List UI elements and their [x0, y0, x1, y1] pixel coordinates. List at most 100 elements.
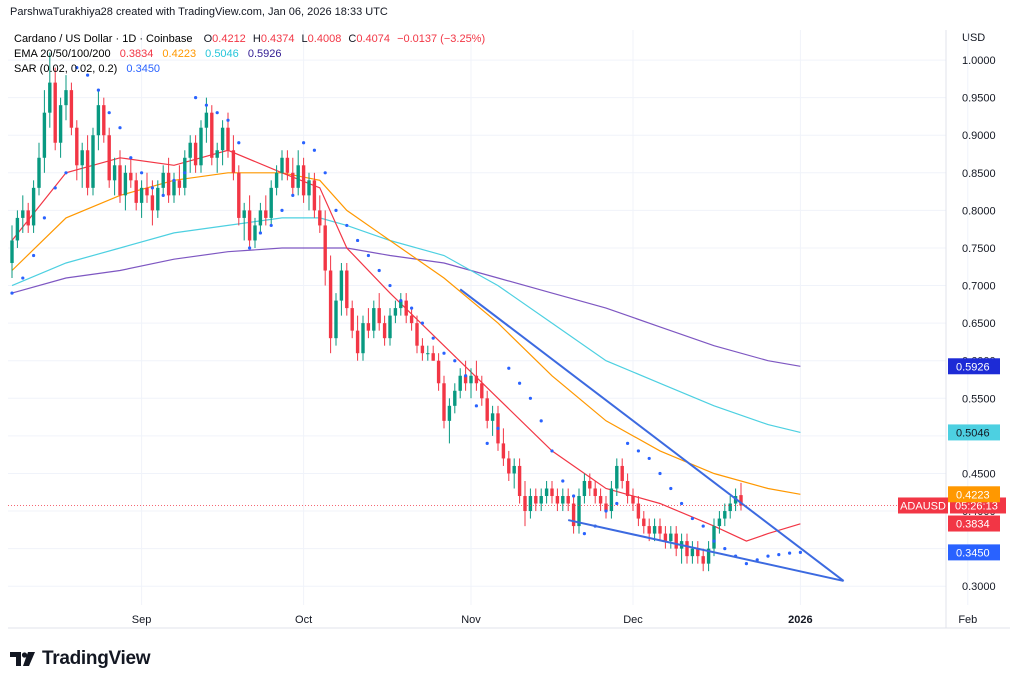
- sar-dot: [420, 321, 424, 325]
- candle-body: [237, 172, 241, 218]
- candle-body: [242, 210, 246, 218]
- price-tick-label: 0.3000: [962, 581, 996, 593]
- sar-dot: [356, 238, 360, 243]
- sar-dot: [496, 426, 500, 430]
- candle-body: [274, 172, 279, 188]
- legend-symbol-line: Cardano / US Dollar · 1D · Coinbase O0.4…: [14, 33, 485, 45]
- candle-body: [431, 353, 435, 361]
- candle-body: [91, 135, 95, 188]
- candle-body: [690, 548, 695, 557]
- legend-ohlc-open-key: O: [204, 33, 213, 45]
- sar-dot: [215, 111, 219, 115]
- price-tick-label: 0.6500: [962, 318, 996, 330]
- candle-body: [399, 300, 403, 309]
- sar-dot: [431, 336, 435, 340]
- sar-dot: [248, 246, 252, 250]
- candle-body: [112, 165, 117, 181]
- candle-body: [258, 210, 263, 226]
- sar-dot: [345, 223, 349, 228]
- sar-dot: [561, 479, 565, 483]
- legend-ohlc-low-key: L: [302, 33, 308, 45]
- candle-body: [523, 496, 527, 512]
- candle-body: [58, 105, 63, 143]
- brand-name: TradingView: [42, 648, 151, 669]
- candle-body: [118, 165, 122, 196]
- candle-body: [69, 90, 74, 128]
- sar-dot: [701, 524, 705, 528]
- candle-body: [210, 112, 214, 158]
- candle-body: [372, 308, 376, 331]
- candle-body: [588, 480, 592, 489]
- sar-dot: [528, 396, 533, 400]
- candle-body: [156, 187, 160, 211]
- legend-ohlc-high: 0.4374: [261, 33, 295, 45]
- sar-dot: [10, 291, 14, 295]
- candle-body: [561, 496, 565, 504]
- price-axis[interactable]: 1.0000 0.9500 0.9000 0.8500 0.8000 0.7500 0.70…: [945, 30, 996, 628]
- sar-layer: [10, 65, 803, 566]
- candle-body: [334, 300, 338, 339]
- legend-ohlc-low: 0.4008: [308, 33, 342, 45]
- sar-dot: [788, 551, 792, 555]
- time-tick-label: Dec: [623, 614, 643, 626]
- sar-dot: [172, 178, 176, 182]
- price-tag-bg: [948, 358, 1000, 375]
- candle-body: [188, 142, 192, 158]
- countdown-tag-text: 05:26:13: [955, 500, 998, 512]
- sar-dot: [388, 283, 392, 288]
- sar-dot: [75, 65, 79, 70]
- price-tick-label: 0.9000: [962, 130, 996, 142]
- price-tick-label: 0.4500: [962, 468, 996, 480]
- sar-dot: [712, 539, 716, 543]
- sar-dot: [507, 366, 511, 370]
- price-tag-bg: [948, 515, 1000, 532]
- price-tag-text: 0.5926: [956, 361, 990, 373]
- candle-body: [361, 323, 365, 354]
- price-tick-label: 1.0000: [962, 55, 996, 67]
- candle-body: [107, 135, 111, 181]
- sar-dot: [258, 231, 262, 235]
- sar-dot: [140, 171, 144, 175]
- time-tick-label: 2026: [788, 614, 812, 626]
- sar-dot: [572, 494, 576, 498]
- candle-body: [80, 150, 84, 166]
- sar-dot: [183, 171, 187, 175]
- price-tag-text: 0.4223: [956, 489, 990, 501]
- sar-dot: [334, 208, 338, 212]
- legend-ema50-value: 0.4223: [162, 48, 196, 60]
- candle-body: [609, 488, 614, 512]
- ema20-line: [11, 149, 801, 542]
- candle-body: [53, 82, 57, 143]
- candle-body: [323, 225, 327, 271]
- symbol-tag-text: ADAUSD: [900, 500, 946, 512]
- time-axis[interactable]: Sep Oct Nov Dec 2026 Feb: [8, 614, 1010, 629]
- price-tick-label: 0.5500: [962, 393, 996, 405]
- sar-dot: [118, 126, 122, 130]
- candle-body: [636, 503, 641, 519]
- candle-body: [728, 503, 732, 512]
- candle-body: [231, 150, 236, 173]
- sar-dot: [744, 562, 749, 566]
- candle-body: [469, 375, 473, 384]
- price-tick-label: 0.7500: [962, 243, 996, 255]
- sar-dot: [312, 148, 316, 152]
- candle-body: [577, 496, 581, 527]
- brand-logo[interactable]: TradingView: [10, 648, 151, 670]
- candle-body: [647, 526, 651, 534]
- candle-body: [139, 187, 144, 203]
- candle-body: [404, 300, 408, 316]
- candle-body: [436, 360, 441, 384]
- candle-body: [696, 548, 700, 557]
- sar-dot: [31, 253, 36, 258]
- sar-dot: [647, 456, 651, 461]
- candle-body: [669, 533, 673, 542]
- candle-body: [674, 533, 678, 549]
- sar-dot: [96, 88, 100, 92]
- candle-body: [204, 112, 209, 128]
- sar-dot: [485, 441, 489, 445]
- candle-body: [48, 82, 52, 113]
- tv-logo-icon: [10, 652, 35, 666]
- candle-body: [442, 383, 446, 421]
- candle-body: [21, 210, 25, 218]
